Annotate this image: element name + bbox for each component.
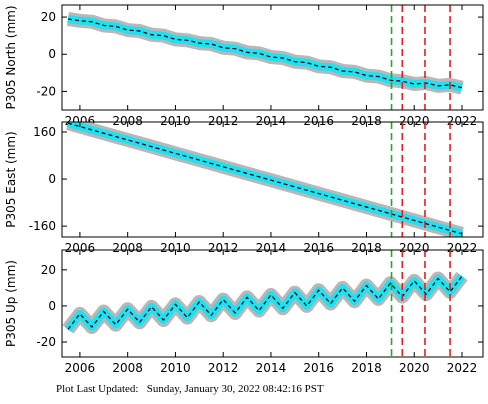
x-tick-label: 2018 [351,114,382,128]
y-tick-label: -20 [36,335,56,349]
y-tick-label: 0 [48,47,56,61]
x-tick-label: 2018 [351,361,382,375]
footer: Plot Last Updated: Sunday, January 30, 2… [56,383,324,395]
x-tick-label: 2018 [351,241,382,255]
y-axis-label: P305 North (mm) [4,5,18,109]
y-tick-label: 0 [48,299,56,313]
x-tick-label: 2012 [208,114,239,128]
model-line [67,275,463,330]
x-tick-label: 2016 [303,361,334,375]
plot-area [62,271,468,335]
x-tick-label: 2016 [303,114,334,128]
plot-frame [61,4,484,111]
model-line [67,18,463,89]
x-tick-label: 2008 [112,114,143,128]
y-axis-label: P305 Up (mm) [4,260,18,347]
y-tick-label: -20 [36,84,56,98]
x-tick-label: 2020 [399,241,430,255]
plot-area [66,12,464,95]
plot-frame [61,249,484,358]
y-tick-label: 160 [33,125,56,139]
y-tick-label: -160 [29,219,56,233]
x-tick-label: 2020 [399,361,430,375]
x-tick-label: 2010 [160,114,191,128]
x-tick-label: 2016 [303,241,334,255]
y-tick-label: 20 [41,10,56,24]
x-tick-label: 2022 [447,241,478,255]
model-line [67,122,463,235]
y-axis-label: P305 East (mm) [4,131,18,227]
x-tick-label: 2014 [256,241,287,255]
x-tick-label: 2022 [447,114,478,128]
x-tick-label: 2022 [447,361,478,375]
x-tick-label: 2012 [208,361,239,375]
y-tick-label: 20 [41,263,56,277]
x-tick-label: 2014 [256,114,287,128]
x-tick-label: 2006 [65,241,96,255]
x-tick-label: 2006 [65,361,96,375]
plot-area [66,122,464,237]
x-tick-label: 2014 [256,361,287,375]
x-tick-label: 2008 [112,241,143,255]
x-tick-label: 2020 [399,114,430,128]
x-tick-label: 2012 [208,241,239,255]
x-tick-label: 2010 [160,361,191,375]
x-tick-label: 2010 [160,241,191,255]
y-tick-label: 0 [48,172,56,186]
x-tick-label: 2008 [112,361,143,375]
